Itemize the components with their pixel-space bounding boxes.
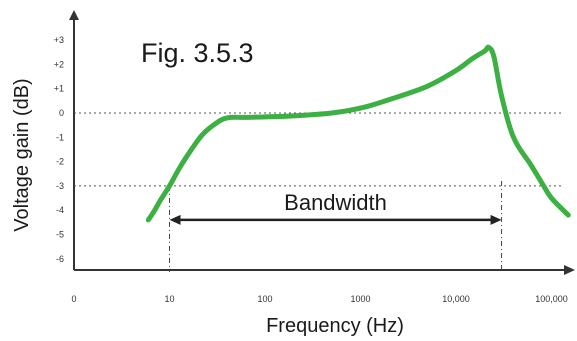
bandwidth-label: Bandwidth [284,190,387,215]
y-axis-label: Voltage gain (dB) [11,78,33,231]
y-axis-arrow-icon [69,10,79,20]
y-tick-label: -3 [56,181,64,191]
x-tick-label: 0 [71,294,76,304]
y-tick-label: +1 [54,84,64,94]
y-tick-label: 0 [59,108,64,118]
x-tick-label: 10 [164,294,174,304]
series-line [145,44,571,223]
y-tick-label: +2 [54,59,64,69]
x-axis-label: Frequency (Hz) [266,315,404,337]
y-tick-label: -2 [56,157,64,167]
x-tick-label: 100,000 [535,294,568,304]
arrow-right-icon [490,214,502,225]
y-tick-label: -6 [56,254,64,264]
y-tick-label: -1 [56,132,64,142]
x-tick-labels: 0 10 100 1000 10,000 100,000 [71,294,567,304]
arrow-left-icon [169,214,181,225]
y-tick-label: -5 [56,230,64,240]
y-tick-label: -4 [56,205,64,215]
x-axis-arrow-icon [564,265,575,275]
chart-title: Fig. 3.5.3 [141,38,254,68]
x-tick-label: 1000 [350,294,370,304]
y-tick-label: +3 [54,35,64,45]
axes [69,10,575,275]
x-tick-label: 100 [257,294,272,304]
y-tick-labels: +3 +2 +1 0 -1 -2 -3 -4 -5 -6 [54,35,64,264]
bandwidth-annotation: Bandwidth [169,190,502,225]
x-tick-label: 10,000 [442,294,470,304]
bandwidth-limit-lines [169,181,503,272]
reference-lines [74,112,562,187]
